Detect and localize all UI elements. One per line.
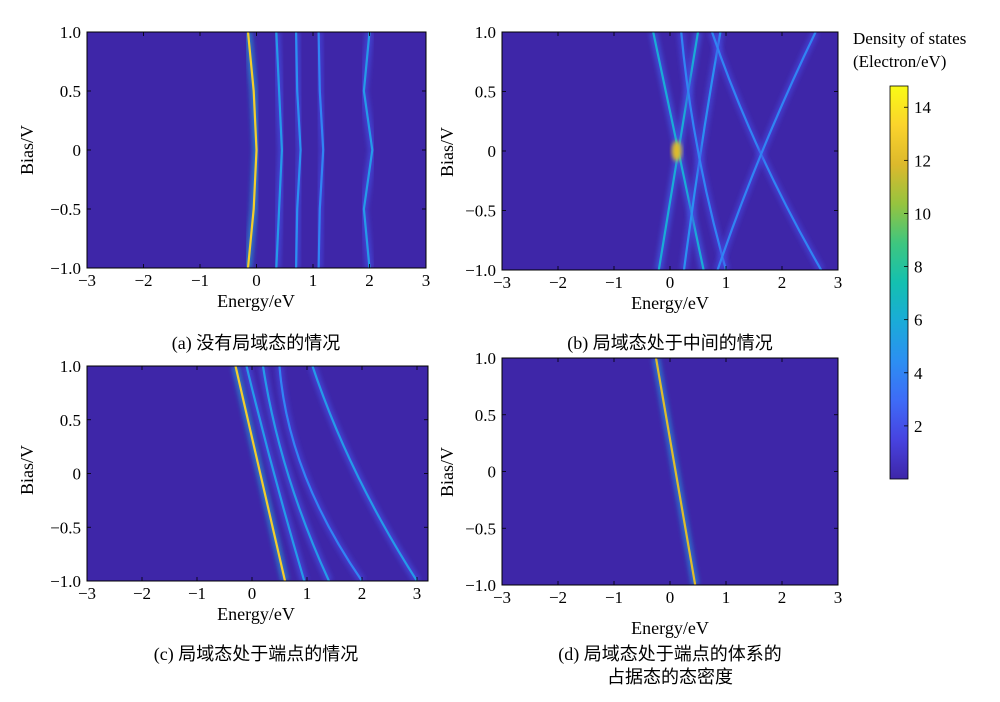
x-tick-label: 0: [252, 271, 261, 290]
dos-band-line: [261, 366, 330, 581]
x-tick-label: 1: [303, 584, 312, 603]
x-tick-label: 1: [309, 271, 318, 290]
dos-band-line: [278, 366, 363, 581]
y-tick-label: 1.0: [60, 357, 81, 376]
dos-band-line: [680, 32, 728, 270]
x-tick-label: −2: [549, 588, 567, 607]
dos-band-line: [295, 32, 302, 268]
colorbar-tick-label: 8: [914, 258, 923, 277]
x-tick-label: 0: [666, 273, 675, 292]
dos-band-line: [716, 32, 817, 270]
y-axis-label: Bias/V: [17, 125, 37, 175]
x-tick-label: 1: [722, 273, 731, 292]
heatmap-background: [502, 358, 838, 585]
x-tick-label: −3: [78, 271, 96, 290]
dos-band-line: [311, 366, 418, 581]
y-tick-label: 0: [488, 463, 497, 482]
dos-band-line: [275, 32, 283, 268]
panel-b: −3 −2 −1 0 1 2 3 1.0 0.5 0 −0.5 −1.0 Energy/eV Bias…: [437, 23, 842, 354]
panel-caption-line1: (d) 局域态处于端点的体系的: [558, 644, 782, 665]
dos-band-line: [234, 366, 287, 581]
x-tick-label: 2: [778, 273, 787, 292]
y-tick-label: −1.0: [50, 259, 81, 278]
y-tick-label: −0.5: [465, 202, 496, 221]
panel-a: −3 −2 −1 0 1 2 3 1.0 0.5 0 −0.5 −1.0 Energy/eV Bias…: [17, 23, 430, 354]
y-tick-label: 0: [488, 142, 497, 161]
x-tick-label: 3: [834, 588, 843, 607]
colorbar-tick-label: 10: [914, 204, 931, 223]
x-tick-label: −1: [605, 588, 623, 607]
x-tick-label: 2: [358, 584, 367, 603]
panel-c: −3 −2 −1 0 1 2 3 1.0 0.5 0 −0.5 −1.0 Energy/eV Bias…: [17, 357, 429, 665]
x-tick-label: −1: [605, 273, 623, 292]
colorbar-tick-label: 14: [914, 98, 932, 117]
dos-band-line: [362, 32, 374, 268]
x-tick-label: 2: [778, 588, 787, 607]
heatmap-background: [502, 32, 838, 270]
x-tick-label: 3: [413, 584, 422, 603]
colorbar-title-line2: (Electron/eV): [853, 52, 946, 71]
x-tick-label: 3: [834, 273, 843, 292]
y-tick-label: 0.5: [475, 83, 496, 102]
colorbar-title-line1: Density of states: [853, 29, 966, 48]
y-tick-label: 1.0: [475, 23, 496, 42]
x-tick-label: −1: [188, 584, 206, 603]
dos-hotspot: [671, 141, 682, 161]
y-tick-label: −0.5: [465, 519, 496, 538]
y-tick-label: 0: [73, 465, 82, 484]
colorbar-tick-label: 6: [914, 311, 923, 330]
x-tick-label: 0: [666, 588, 675, 607]
x-tick-label: 0: [248, 584, 257, 603]
y-tick-label: −0.5: [50, 518, 81, 537]
y-tick-label: −0.5: [50, 200, 81, 219]
y-tick-label: −1.0: [50, 572, 81, 591]
dos-band-line: [654, 358, 697, 585]
dos-band-line: [317, 32, 325, 268]
x-tick-label: 2: [365, 271, 374, 290]
y-tick-label: −1.0: [465, 261, 496, 280]
y-axis-label: Bias/V: [437, 127, 457, 177]
x-tick-label: −3: [78, 584, 96, 603]
y-tick-label: 0.5: [475, 406, 496, 425]
y-tick-label: 1.0: [475, 349, 496, 368]
colorbar-tick-label: 12: [914, 151, 931, 170]
x-tick-label: −2: [134, 271, 152, 290]
x-tick-label: −2: [133, 584, 151, 603]
x-tick-label: −3: [493, 588, 511, 607]
x-axis-label: Energy/eV: [217, 291, 295, 311]
y-tick-label: 1.0: [60, 23, 81, 42]
dos-band-line: [245, 366, 306, 581]
x-axis-label: Energy/eV: [631, 618, 709, 638]
panel-d: −3 −2 −1 0 1 2 3 1.0 0.5 0 −0.5 −1.0 Energy/eV Bias…: [437, 349, 842, 687]
y-tick-label: −1.0: [465, 576, 496, 595]
colorbar: Density of states (Electron/eV) 2 4 6 8 10 12…: [853, 29, 966, 480]
x-tick-label: 1: [722, 588, 731, 607]
x-tick-label: −1: [191, 271, 209, 290]
colorbar-tick-label: 4: [914, 364, 923, 383]
panel-caption: (b) 局域态处于中间的情况: [567, 333, 773, 354]
x-axis-label: Energy/eV: [217, 604, 295, 624]
x-tick-label: −2: [549, 273, 567, 292]
x-tick-label: 3: [422, 271, 431, 290]
panel-caption: (a) 没有局域态的情况: [172, 333, 340, 354]
y-tick-label: 0.5: [60, 82, 81, 101]
y-tick-label: 0: [73, 141, 82, 160]
panel-caption: (c) 局域态处于端点的情况: [154, 644, 358, 665]
y-tick-label: 0.5: [60, 411, 81, 430]
colorbar-tick-label: 2: [914, 417, 923, 436]
y-axis-label: Bias/V: [437, 447, 457, 497]
x-axis-label: Energy/eV: [631, 293, 709, 313]
y-axis-label: Bias/V: [17, 445, 37, 495]
colorbar-gradient: [889, 85, 909, 480]
panel-caption-line2: 占据态的态密度: [607, 667, 733, 687]
dos-band-line: [246, 32, 258, 268]
x-tick-label: −3: [493, 273, 511, 292]
